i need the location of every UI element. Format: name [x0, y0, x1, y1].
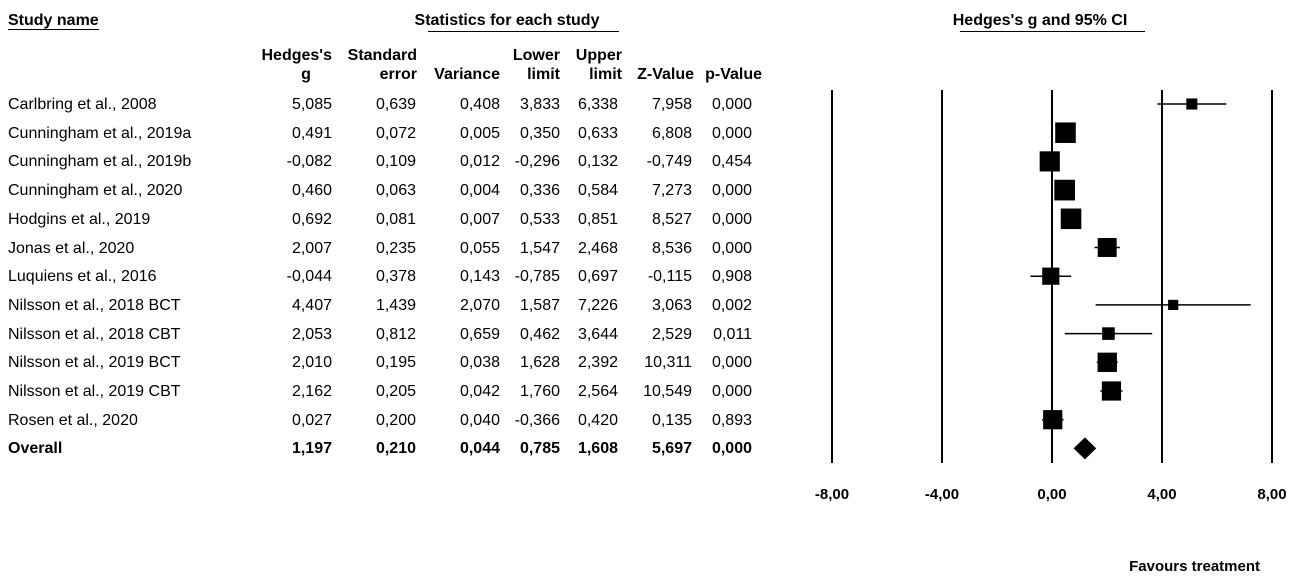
x-tick-label: 0,00	[1017, 486, 1087, 503]
effect-size-marker	[1054, 180, 1075, 201]
favours-label: Favours treatment	[1100, 558, 1260, 575]
effect-size-marker	[1098, 353, 1117, 372]
effect-size-marker	[1098, 238, 1117, 257]
effect-size-marker	[1168, 300, 1178, 310]
effect-size-marker	[1042, 268, 1059, 285]
x-tick-label: 8,00	[1237, 486, 1292, 503]
effect-size-marker	[1043, 410, 1062, 429]
x-tick-label: 4,00	[1127, 486, 1197, 503]
effect-size-marker	[1055, 122, 1076, 143]
effect-size-marker	[1186, 98, 1197, 109]
x-tick-label: -8,00	[797, 486, 867, 503]
x-tick-label: -4,00	[907, 486, 977, 503]
overall-diamond	[1074, 437, 1097, 459]
effect-size-marker	[1102, 327, 1115, 340]
effect-size-marker	[1102, 381, 1121, 400]
effect-size-marker	[1061, 209, 1082, 230]
effect-size-marker	[1040, 151, 1060, 171]
